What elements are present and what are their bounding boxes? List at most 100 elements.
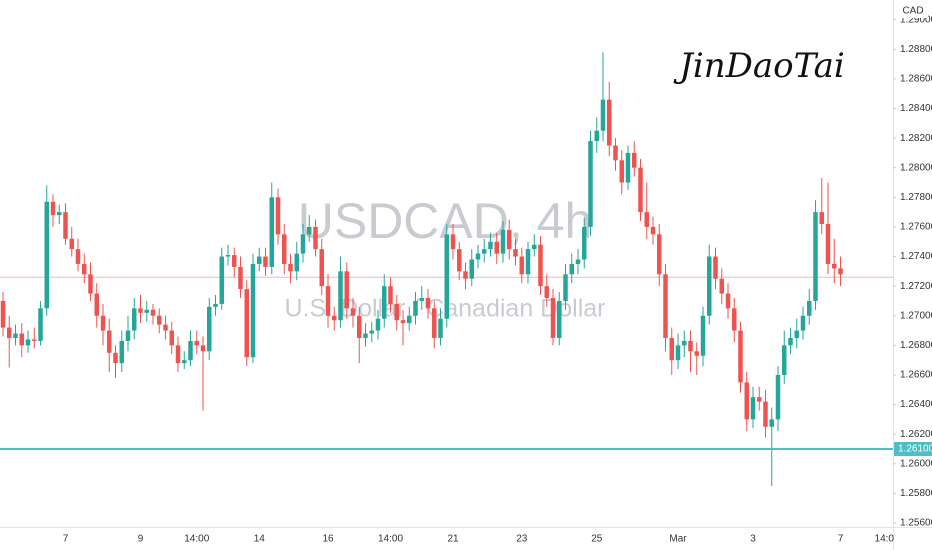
candle-body (57, 212, 62, 216)
candle-body (819, 212, 824, 224)
candle-body (44, 201, 49, 309)
y-tick-label: 1.27200 (900, 281, 932, 292)
candle-body (350, 308, 356, 316)
candle-body (132, 308, 137, 331)
x-tick-label: Mar (669, 534, 687, 545)
candle-body (757, 397, 762, 402)
candle-body (75, 249, 81, 264)
candle-body (7, 327, 12, 338)
candle-body (538, 244, 543, 287)
candle-body (138, 308, 143, 313)
candle-body (169, 330, 174, 346)
candle-body (282, 234, 287, 264)
candle-body (688, 340, 693, 352)
candle-body (669, 337, 674, 361)
candle-body (407, 315, 412, 324)
candle-body (425, 297, 431, 309)
candle-body (650, 226, 656, 235)
candle-body (188, 340, 193, 361)
candle-body (238, 266, 243, 290)
candle-body (144, 309, 149, 313)
candle-body (513, 249, 518, 257)
candle-body (825, 223, 831, 264)
candle-body (507, 229, 512, 250)
candle-body (638, 167, 643, 213)
candle-body (250, 263, 256, 358)
x-tick-label: 16 (322, 534, 334, 545)
candle-body (363, 333, 368, 338)
candle-body (375, 318, 381, 331)
candle-body (744, 382, 749, 420)
x-tick-label: 7 (838, 534, 844, 545)
y-tick-label: 1.25800 (900, 488, 932, 499)
candle-body (182, 360, 187, 364)
candle-body (607, 99, 612, 146)
candle-body (257, 256, 262, 264)
candle-body (244, 289, 249, 358)
candle-body (544, 286, 549, 298)
candle-body (782, 345, 787, 375)
candle-body (175, 345, 181, 364)
candle-body (200, 345, 206, 352)
candle-body (800, 315, 806, 331)
candle-body (19, 333, 24, 346)
x-tick-label: 23 (516, 534, 528, 545)
candle-body (494, 241, 499, 254)
currency-label: CAD (902, 6, 923, 17)
candle-body (732, 308, 737, 331)
candle-body (675, 345, 681, 361)
x-tick-label: 7 (63, 534, 69, 545)
candle-body (775, 374, 781, 420)
y-tick-label: 1.28400 (900, 103, 932, 114)
candle-body (194, 340, 199, 346)
x-tick-label: 14:00 (378, 534, 403, 545)
y-tick-label: 1.26600 (900, 370, 932, 381)
candle-body (788, 337, 793, 346)
candle-body (719, 278, 724, 294)
candle-body (444, 234, 449, 319)
candle-body (769, 419, 774, 427)
candle-body (600, 99, 606, 131)
candle-body (157, 315, 162, 325)
candle-body (475, 253, 481, 260)
x-tick-label: 14:00 (184, 534, 209, 545)
candle-body (488, 241, 493, 250)
candle-body (113, 352, 118, 364)
plot-area (0, 52, 893, 486)
candle-body (325, 286, 331, 316)
candle-body (382, 286, 387, 319)
y-tick-label: 1.26200 (900, 429, 932, 440)
candle-body (632, 152, 637, 168)
candle-body (482, 249, 487, 254)
candle-body (319, 249, 324, 287)
candle-body (269, 197, 274, 267)
candle-body (63, 212, 68, 239)
y-tick-label: 1.27000 (900, 310, 932, 321)
candle-body (25, 339, 31, 346)
candle-body (13, 333, 18, 338)
candle-body (713, 256, 718, 279)
candle-body (450, 234, 456, 250)
candle-body (575, 259, 581, 264)
candle-body (500, 229, 506, 254)
candle-body (94, 293, 99, 316)
candle-body (294, 253, 299, 272)
candle-body (38, 308, 43, 341)
y-tick-label: 1.25600 (900, 518, 932, 529)
candle-body (469, 259, 474, 279)
candle-body (557, 300, 562, 338)
candle-body (163, 324, 168, 331)
candle-body (682, 340, 687, 346)
candle-body (813, 212, 818, 301)
candle-body (463, 271, 468, 279)
candle-body (69, 238, 74, 250)
candle-body (594, 130, 599, 142)
candle-body (794, 330, 799, 338)
y-tick-label: 1.27600 (900, 222, 932, 233)
y-tick-label: 1.28800 (900, 44, 932, 55)
candle-body (625, 152, 631, 183)
y-tick-label: 1.26000 (900, 458, 932, 469)
candle-body (332, 315, 337, 321)
y-tick-label: 1.27800 (900, 192, 932, 203)
candle-body (525, 249, 531, 275)
